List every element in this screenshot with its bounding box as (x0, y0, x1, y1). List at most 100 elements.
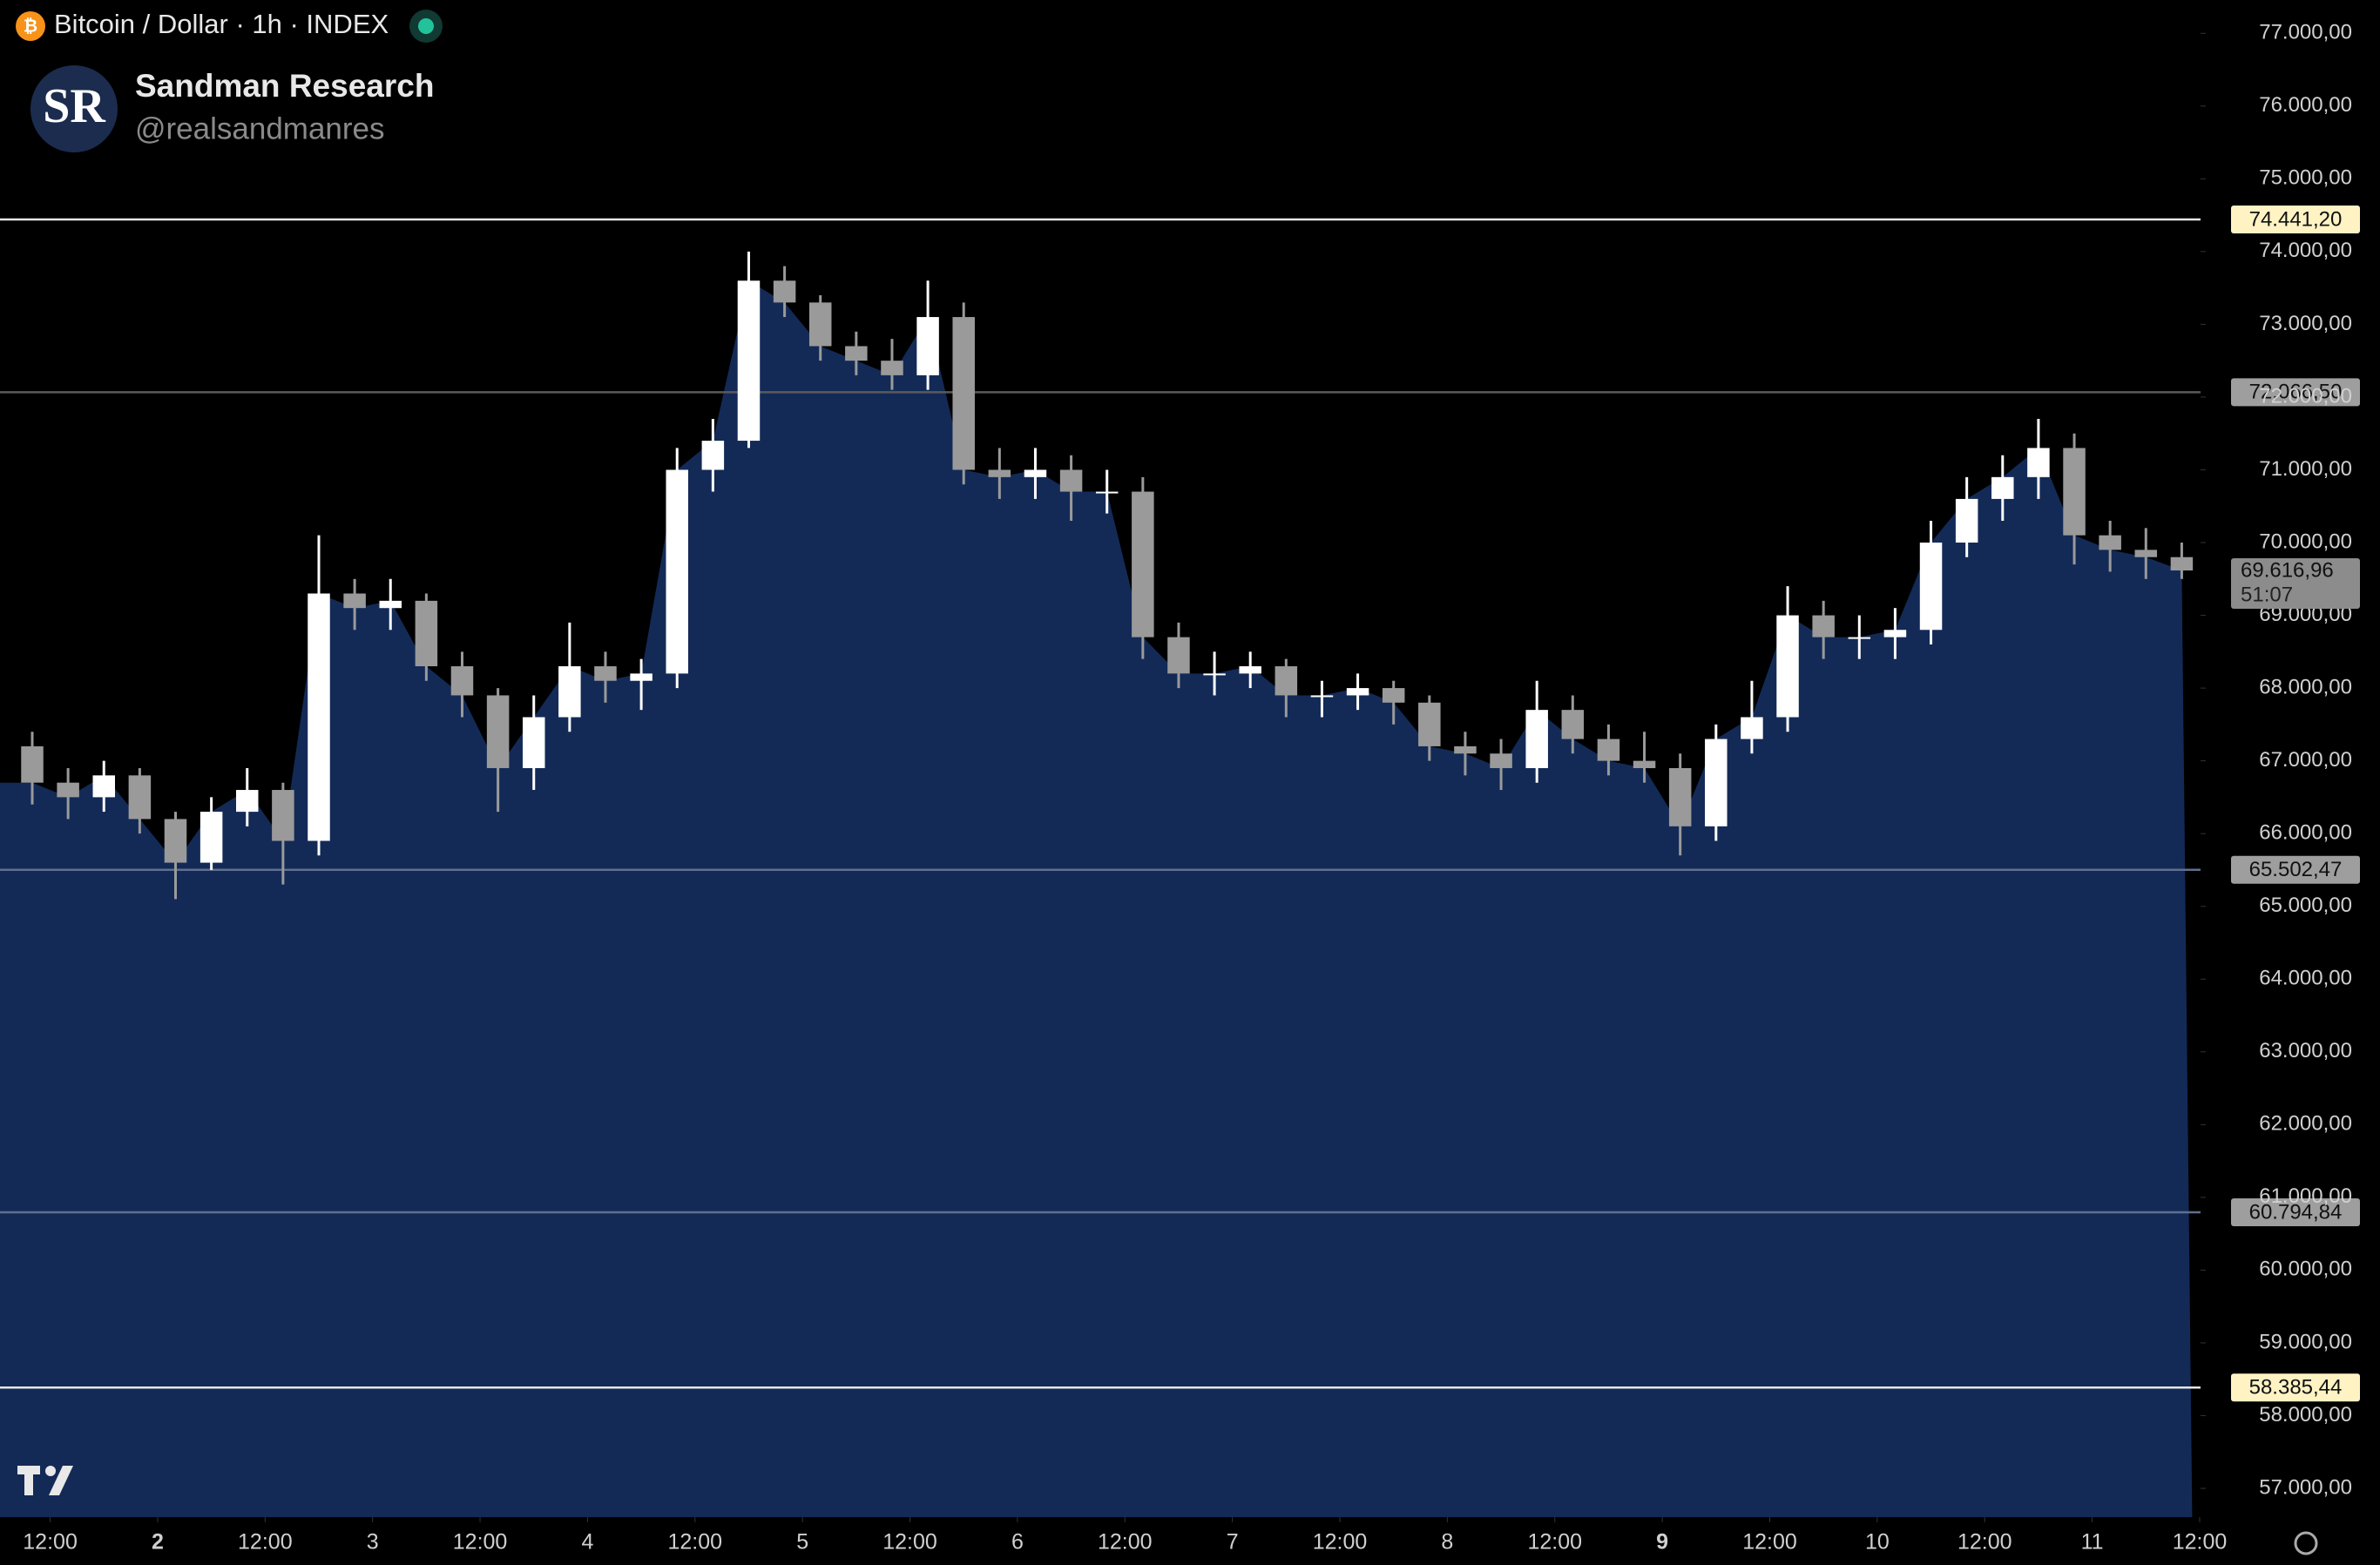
x-tick-label: 12:00 (668, 1530, 723, 1555)
y-tick-label: 67.000,00 (2259, 748, 2352, 772)
x-tick-label: 12:00 (2173, 1530, 2228, 1555)
level-label: 74.441,20 (2249, 207, 2343, 231)
y-tick-label: 63.000,00 (2259, 1039, 2352, 1062)
level-label-bg (2231, 206, 2360, 234)
level-label: 72.066,50 (2249, 381, 2343, 404)
x-tick-label: 9 (1656, 1530, 1668, 1555)
avatar (30, 65, 118, 152)
candle-body (1024, 469, 1047, 477)
countdown-label: 51:07 (2241, 583, 2293, 606)
candle-body (199, 812, 223, 863)
candle-body (558, 666, 581, 718)
candle-body (2063, 448, 2086, 536)
candle-body (1776, 615, 1799, 718)
y-tick-label: 75.000,00 (2259, 166, 2352, 190)
y-tick-label: 77.000,00 (2259, 21, 2352, 44)
x-tick-label: 5 (796, 1530, 808, 1555)
last-price-label: 69.616,96 (2241, 558, 2334, 582)
candle-body (808, 302, 832, 347)
candle-body (1418, 702, 1441, 746)
candle-body (630, 673, 652, 681)
price-area (0, 280, 2193, 1518)
y-tick-label: 62.000,00 (2259, 1112, 2352, 1136)
level-label: 60.794,84 (2249, 1200, 2343, 1224)
candle-body (1741, 717, 1763, 739)
candle-body (486, 695, 510, 768)
candle-body (1167, 637, 1190, 674)
x-tick-label: 12:00 (1742, 1530, 1797, 1555)
y-tick-label: 76.000,00 (2259, 93, 2352, 117)
candle-body (881, 361, 903, 375)
candle-body (1848, 637, 1871, 639)
candle-body (1239, 666, 1261, 674)
logo-part (45, 1466, 56, 1476)
candle-body (666, 469, 688, 674)
y-tick-label: 66.000,00 (2259, 821, 2352, 845)
author-handle: @realsandmanres (135, 111, 385, 145)
candle-body (2134, 550, 2158, 557)
candle-body (1991, 476, 2014, 499)
y-tick-label: 57.000,00 (2259, 1475, 2352, 1499)
x-tick-label: 12:00 (23, 1530, 78, 1555)
candle-body (236, 790, 259, 813)
axis-layer: 74.441,20 72.066,50 65.502,47 60.794,84 58.3… (23, 21, 2360, 1555)
bitcoin-icon (16, 11, 45, 41)
x-tick-label: 12:00 (1098, 1530, 1153, 1555)
x-tick-label: 6 (1011, 1530, 1024, 1555)
candle-body (1919, 543, 1943, 631)
candle-body (1275, 666, 1298, 696)
candle-body (1095, 491, 1119, 494)
candle-body (952, 317, 975, 470)
x-tick-label: 12:00 (1527, 1530, 1582, 1555)
candle-body (1490, 753, 1512, 768)
candle-body (701, 441, 725, 470)
y-tick-label: 71.000,00 (2259, 457, 2352, 481)
candle-body (916, 317, 939, 375)
x-tick-label: 3 (367, 1530, 379, 1555)
symbol-title[interactable]: Bitcoin / Dollar · 1h · INDEX (54, 9, 389, 39)
avatar-logo: SR (43, 79, 105, 133)
x-tick-label: 11 (2081, 1530, 2104, 1555)
candle-body (2099, 535, 2121, 550)
y-tick-label: 68.000,00 (2259, 675, 2352, 698)
candle-body (2027, 448, 2050, 477)
x-tick-label: 4 (581, 1530, 593, 1555)
candle-body (1346, 688, 1369, 696)
level-label-bg (2231, 855, 2360, 884)
candle-body (1203, 673, 1226, 676)
candle-body (379, 600, 402, 609)
candle-body (1668, 767, 1692, 826)
candle-body (415, 600, 438, 667)
candle-body (343, 593, 366, 609)
candle-body (1633, 760, 1656, 768)
level-layer (0, 218, 2201, 1389)
y-tick-label: 65.000,00 (2259, 894, 2352, 917)
candle-body (2170, 557, 2194, 571)
logo-part (17, 1466, 40, 1495)
last-price-bg (2231, 558, 2360, 610)
candle-body (308, 593, 330, 841)
candle-body (988, 469, 1011, 477)
x-tick-label: 7 (1227, 1530, 1239, 1555)
candle-body (1597, 739, 1620, 761)
y-tick-label: 73.000,00 (2259, 312, 2352, 335)
candle-body (773, 280, 796, 303)
candle-body (128, 775, 152, 820)
candle-body (522, 717, 545, 768)
x-tick-label: 12:00 (453, 1530, 508, 1555)
candle-body (57, 782, 79, 798)
level-label: 58.385,44 (2249, 1376, 2343, 1400)
candle-body (1883, 630, 1907, 637)
x-tick-label: 10 (1865, 1530, 1890, 1555)
y-tick-label: 64.000,00 (2259, 967, 2352, 990)
settings-icon[interactable] (2294, 1531, 2318, 1555)
candle-body (21, 745, 44, 783)
logo-part (49, 1466, 73, 1495)
x-tick-label: 12:00 (238, 1530, 293, 1555)
y-tick-label: 70.000,00 (2259, 530, 2352, 553)
candle-body (1382, 688, 1405, 703)
level-label-bg (2231, 378, 2360, 407)
candle-body (1705, 739, 1728, 826)
